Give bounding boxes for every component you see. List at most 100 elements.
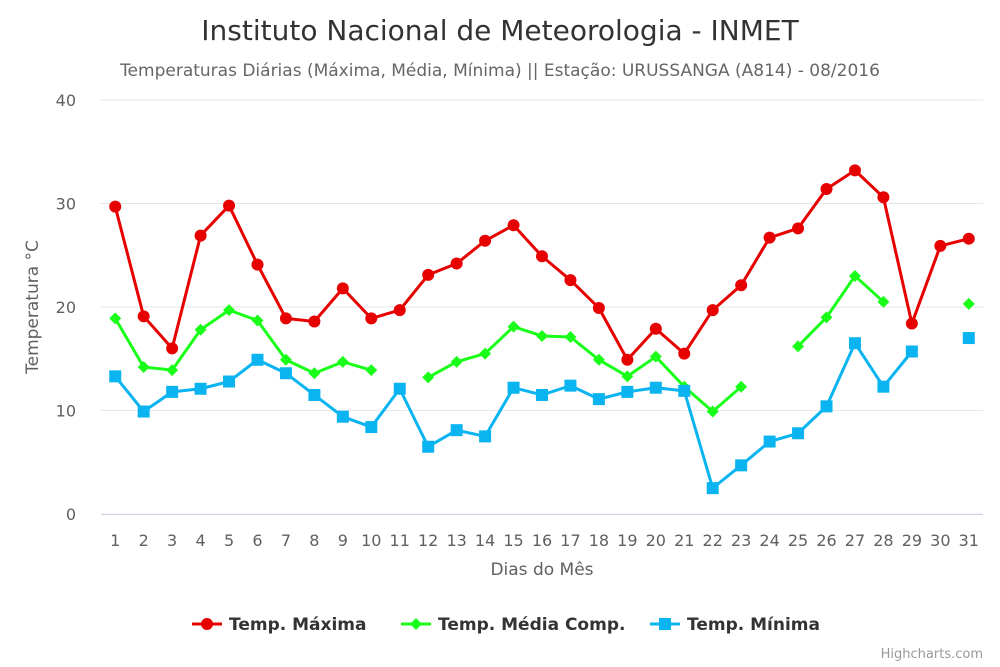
data-point[interactable] <box>877 191 890 204</box>
data-point[interactable] <box>194 382 207 395</box>
data-point[interactable] <box>962 232 975 245</box>
data-point[interactable] <box>905 345 918 358</box>
data-point[interactable] <box>877 380 890 393</box>
data-point[interactable] <box>279 367 292 380</box>
legend-marker[interactable] <box>410 618 422 630</box>
data-point[interactable] <box>393 382 406 395</box>
data-point[interactable] <box>735 279 748 292</box>
x-tick-label: 20 <box>646 531 666 550</box>
data-point[interactable] <box>279 312 292 325</box>
legend-marker[interactable] <box>659 618 671 630</box>
data-point[interactable] <box>422 371 435 384</box>
data-point[interactable] <box>536 329 548 342</box>
data-point[interactable] <box>564 331 577 344</box>
data-point[interactable] <box>621 370 634 383</box>
data-point[interactable] <box>507 320 520 333</box>
data-point[interactable] <box>365 364 378 377</box>
data-point[interactable] <box>279 353 292 366</box>
data-point[interactable] <box>962 297 975 310</box>
data-point[interactable] <box>308 315 321 328</box>
data-point[interactable] <box>223 375 236 388</box>
data-point[interactable] <box>649 381 662 394</box>
data-point[interactable] <box>962 332 975 345</box>
data-point[interactable] <box>450 424 463 437</box>
data-point[interactable] <box>649 350 662 363</box>
x-tick-label: 2 <box>139 531 149 550</box>
data-point[interactable] <box>422 268 435 281</box>
x-tick-label: 24 <box>759 531 779 550</box>
data-point[interactable] <box>507 381 520 394</box>
data-point[interactable] <box>507 219 520 232</box>
legend-marker[interactable] <box>201 618 213 630</box>
data-point[interactable] <box>166 364 179 377</box>
data-point[interactable] <box>536 388 548 401</box>
data-point[interactable] <box>792 340 805 353</box>
data-point[interactable] <box>706 482 719 495</box>
data-point[interactable] <box>905 317 918 330</box>
data-point[interactable] <box>479 234 492 247</box>
data-point[interactable] <box>877 295 890 308</box>
data-point[interactable] <box>365 421 378 434</box>
data-point[interactable] <box>536 250 548 263</box>
data-point[interactable] <box>564 274 577 287</box>
data-point[interactable] <box>479 347 492 360</box>
data-point[interactable] <box>934 239 947 252</box>
legend-item-0[interactable]: Temp. Máxima <box>192 615 367 635</box>
data-point[interactable] <box>393 304 406 317</box>
data-point[interactable] <box>336 410 349 423</box>
data-point[interactable] <box>137 361 150 374</box>
data-point[interactable] <box>109 312 122 325</box>
credits[interactable]: Highcharts.com <box>881 647 983 662</box>
data-point[interactable] <box>792 222 805 235</box>
data-point[interactable] <box>678 384 691 397</box>
x-tick-label: 28 <box>873 531 893 550</box>
data-point[interactable] <box>223 199 236 212</box>
data-point[interactable] <box>735 380 748 393</box>
data-point[interactable] <box>109 370 122 383</box>
data-point[interactable] <box>479 430 492 443</box>
data-point[interactable] <box>336 282 349 295</box>
legend-item-2[interactable]: Temp. Mínima <box>650 615 820 635</box>
data-point[interactable] <box>763 231 776 244</box>
data-point[interactable] <box>706 405 719 418</box>
data-point[interactable] <box>820 311 833 324</box>
data-point[interactable] <box>422 440 435 453</box>
data-point[interactable] <box>109 200 122 213</box>
data-point[interactable] <box>251 258 264 271</box>
data-point[interactable] <box>450 257 463 270</box>
data-point[interactable] <box>592 302 605 315</box>
data-point[interactable] <box>251 353 264 366</box>
data-point[interactable] <box>194 229 207 242</box>
x-tick-label: 4 <box>195 531 205 550</box>
data-point[interactable] <box>820 400 833 413</box>
data-point[interactable] <box>166 385 179 398</box>
data-point[interactable] <box>621 385 634 398</box>
data-point[interactable] <box>251 314 264 327</box>
data-point[interactable] <box>450 355 463 368</box>
data-point[interactable] <box>848 269 861 282</box>
data-point[interactable] <box>820 183 833 196</box>
data-point[interactable] <box>194 323 207 336</box>
data-point[interactable] <box>848 337 861 350</box>
data-point[interactable] <box>792 427 805 440</box>
data-point[interactable] <box>592 353 605 366</box>
data-point[interactable] <box>848 164 861 177</box>
data-point[interactable] <box>166 342 179 355</box>
data-point[interactable] <box>223 304 236 317</box>
data-point[interactable] <box>137 405 150 418</box>
data-point[interactable] <box>365 312 378 325</box>
data-point[interactable] <box>735 459 748 472</box>
data-point[interactable] <box>621 353 634 366</box>
data-point[interactable] <box>308 367 321 380</box>
legend-item-1[interactable]: Temp. Média Comp. <box>401 615 625 635</box>
data-point[interactable] <box>336 355 349 368</box>
data-point[interactable] <box>678 347 691 360</box>
data-point[interactable] <box>592 393 605 406</box>
data-point[interactable] <box>649 322 662 335</box>
data-point[interactable] <box>706 304 719 317</box>
data-point[interactable] <box>763 435 776 448</box>
data-point[interactable] <box>308 388 321 401</box>
data-point[interactable] <box>564 379 577 392</box>
data-point[interactable] <box>137 310 150 323</box>
